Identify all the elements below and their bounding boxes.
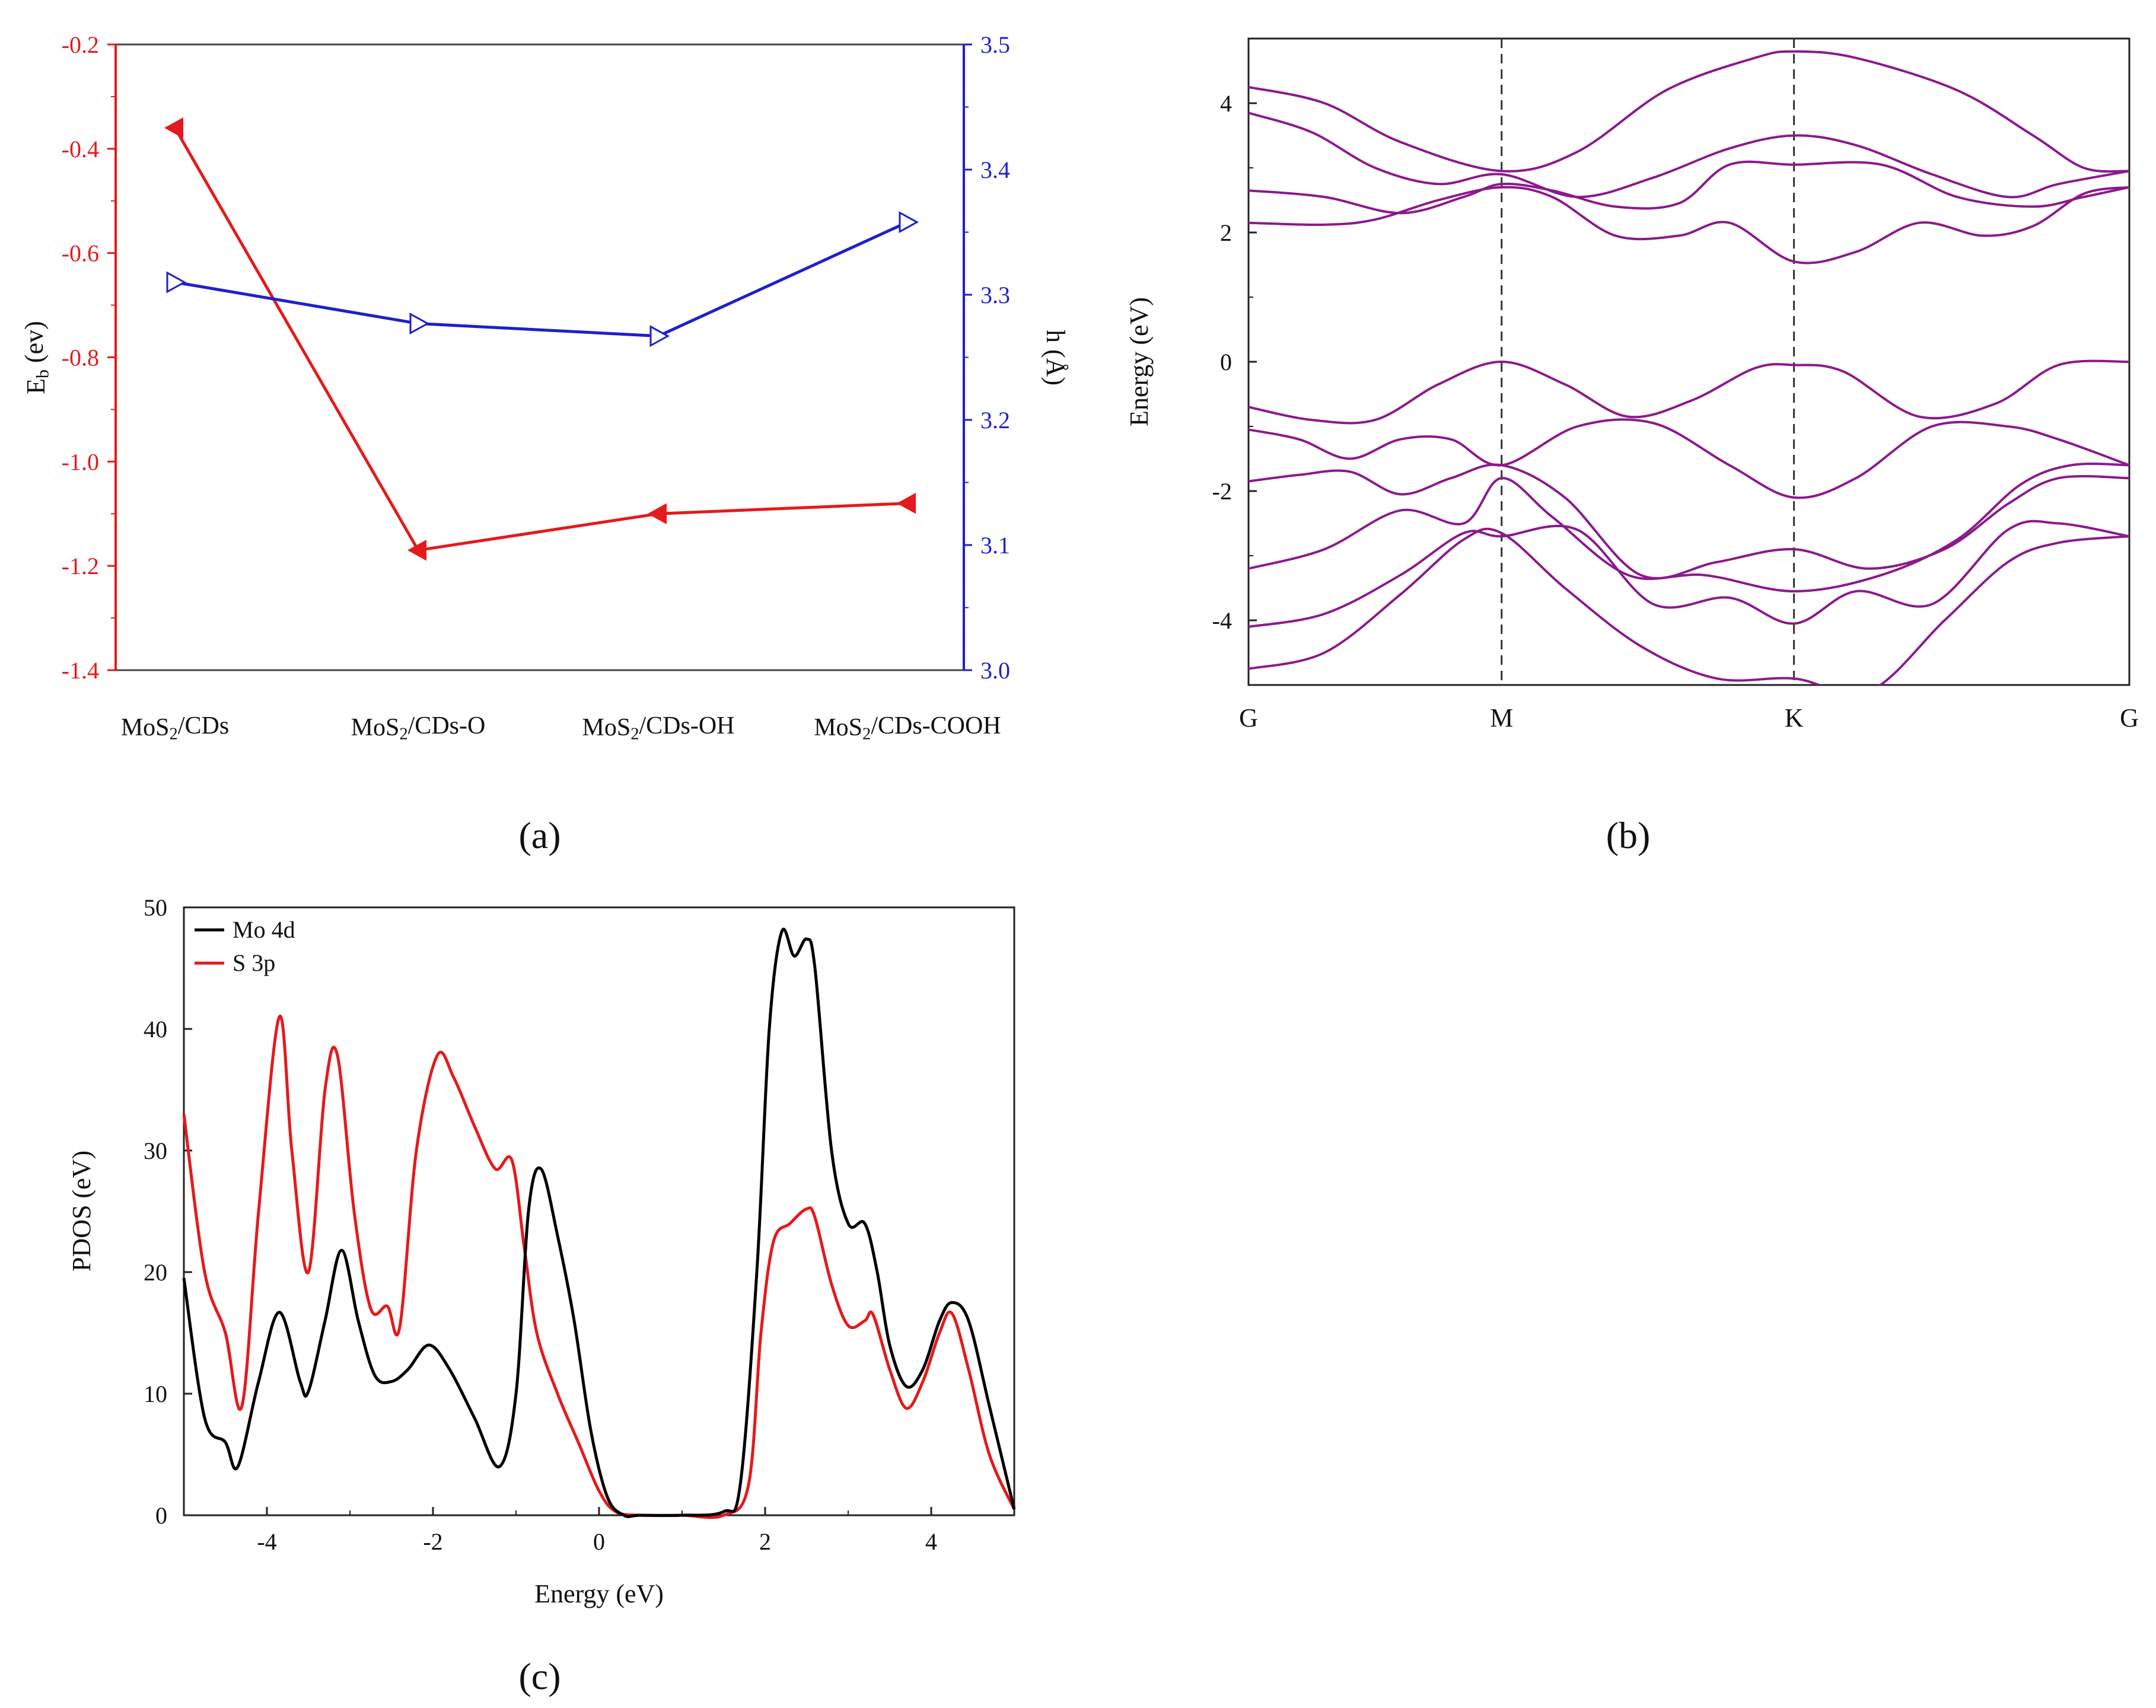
panel-c-legend: Mo 4d S 3p	[195, 916, 295, 976]
panel-a-category-label: MoS2/CDs-O	[351, 712, 486, 743]
panel-a-point-eb	[896, 492, 916, 514]
panel-c-series-s-3p	[182, 1014, 1016, 1519]
panel-c-x-tick-label: 2	[759, 1528, 771, 1555]
panel-b-band-v1	[1249, 359, 2129, 425]
panel-c-label: (c)	[518, 1655, 561, 1697]
panel-a-right-tick-label: 3.2	[980, 407, 1010, 434]
panel-a-series-line-h	[174, 221, 909, 338]
panel-b-kpoint-label: G	[1239, 703, 1258, 732]
panel-b-band-v2	[1249, 418, 2129, 499]
panel-c-x-tick-label: 4	[925, 1528, 937, 1555]
panel-b-kpoint-label: K	[1785, 703, 1804, 732]
panel-c-y-tick-label: 20	[144, 1259, 167, 1286]
panel-a-right-tick-label: 3.3	[980, 282, 1010, 308]
panel-b-band-v6	[1249, 527, 2129, 685]
panel-c-y-tick-label: 50	[144, 894, 167, 921]
panel-b-band-c2	[1249, 111, 2129, 199]
panel-a-left-axis-label: Eb (ev)	[20, 321, 53, 394]
panel-b-label: (b)	[1606, 814, 1651, 856]
panel-a-point-eb	[164, 117, 183, 139]
panel-a-left-tick-label: -0.4	[62, 136, 99, 162]
panel-c-series-mo-4d	[182, 928, 1016, 1518]
panel-b-band-v3	[1249, 463, 2129, 579]
panel-a-left-tick-label: -1.4	[62, 657, 99, 684]
panel-c-x-tick-label: -4	[257, 1528, 276, 1555]
panel-b-y-tick-label: -4	[1212, 607, 1232, 634]
panel-a-left-tick-label: -0.8	[62, 345, 99, 371]
panel-c-y-tick-label: 0	[155, 1502, 167, 1529]
panel-a-chart: -0.2 -0.4 -0.6 -0.8 -1.0 -1.2 -1.4 3.5 3.4 3.3 3.2…	[20, 31, 1070, 856]
panel-a-point-eb	[407, 540, 426, 561]
panel-b-kpoint-label: M	[1490, 703, 1513, 732]
panel-b-band-v5	[1249, 520, 2129, 628]
panel-c-y-axis-label: PDOS (eV)	[67, 1151, 96, 1272]
panel-b-band-v4	[1249, 462, 2129, 593]
panel-a-label: (a)	[518, 814, 561, 856]
panel-a-category-label: MoS2/CDs-COOH	[814, 712, 1001, 743]
panel-a-right-tick-label: 3.1	[980, 532, 1010, 559]
panel-a-category-label: MoS2/CDs-OH	[582, 712, 735, 743]
panel-a-point-h	[649, 325, 670, 348]
panel-b-y-tick-label: 2	[1220, 219, 1232, 246]
panel-b-chart: 4 2 0 -2 -4 G M K G Energy (eV) (b)	[1125, 37, 2139, 856]
panel-b-y-tick-label: -2	[1212, 478, 1232, 505]
panel-c-legend-label: Mo 4d	[233, 916, 295, 943]
panel-a-series-line-Eb	[173, 127, 908, 552]
panel-c-x-tick-label: -2	[423, 1528, 442, 1555]
panel-a-right-axis-label: h (Å)	[1041, 330, 1070, 385]
panel-a-left-tick-label: -1.2	[62, 553, 99, 579]
panel-b-kpoint-label: G	[2120, 703, 2139, 732]
panel-a-left-tick-label: -1.0	[62, 448, 99, 475]
panel-c-legend-label: S 3p	[233, 949, 275, 976]
panel-a-right-tick-label: 3.0	[980, 657, 1010, 684]
panel-a-point-eb	[647, 503, 667, 524]
panel-b-bands	[1249, 50, 2129, 685]
panel-c-y-tick-label: 40	[144, 1016, 167, 1043]
panel-b-y-tick-label: 0	[1220, 349, 1232, 375]
panel-b-band-c3	[1249, 160, 2129, 215]
panel-a-point-h	[899, 211, 919, 234]
panel-a-left-tick-label: -0.2	[62, 31, 99, 58]
panel-a-category-label: MoS2/CDs	[121, 712, 229, 743]
panel-b-band-c1	[1249, 50, 2129, 173]
panel-a-right-tick-label: 3.4	[980, 157, 1010, 183]
panel-c-x-axis-label: Energy (eV)	[534, 1579, 664, 1608]
panel-a-point-h	[409, 312, 430, 335]
panel-a-right-tick-label: 3.5	[980, 31, 1010, 58]
panel-b-y-axis-label: Energy (eV)	[1125, 297, 1154, 426]
panel-b-y-tick-label: 4	[1220, 90, 1232, 117]
panel-a-left-tick-label: -0.6	[62, 240, 99, 267]
panel-c-y-tick-label: 10	[144, 1381, 167, 1407]
panel-c-y-tick-label: 30	[144, 1137, 167, 1164]
panel-c-x-tick-label: 0	[593, 1528, 605, 1555]
panel-a-point-h	[166, 271, 187, 294]
panel-b-band-c4	[1249, 186, 2129, 265]
panel-c-chart: 0 10 20 30 40 50 -4 -2 0 2 4 Energy (eV) PDOS (eV) (c…	[67, 894, 1016, 1697]
